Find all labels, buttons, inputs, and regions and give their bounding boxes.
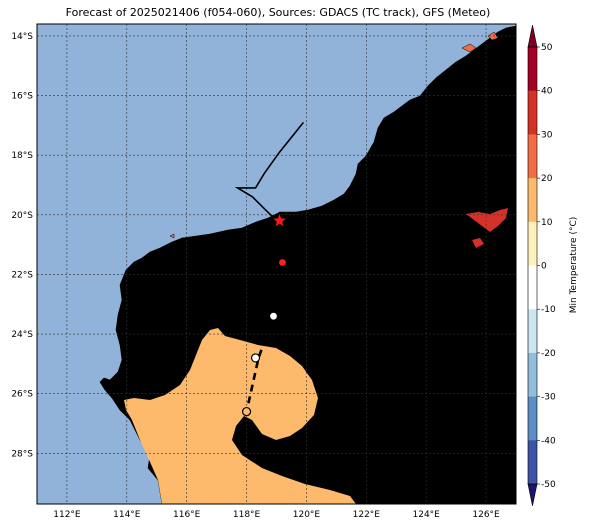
current-position-star-icon: [270, 211, 289, 229]
map-title: Forecast of 2025021406 (f054-060), Sourc…: [65, 6, 491, 19]
colorbar-tick-label: 40: [541, 87, 553, 97]
colorbar-tick-label: 10: [541, 218, 553, 228]
colorbar-tick-label: 0: [541, 262, 547, 272]
colorbar-tick-label: 30: [541, 130, 553, 140]
coastline-islands: [169, 31, 499, 239]
lat-tick-label: 28°S: [11, 449, 33, 459]
lat-tick-label: 18°S: [11, 151, 33, 161]
colorbar-segment: [528, 134, 537, 179]
lon-tick-label: 122°E: [353, 510, 381, 520]
colorbar-segment: [528, 396, 537, 441]
colorbar-segment: [528, 221, 537, 266]
lat-tick-label: 16°S: [11, 92, 33, 102]
lon-tick-label: 126°E: [472, 510, 500, 520]
temperature-10-20-region: [124, 328, 356, 504]
lon-tick-label: 118°E: [233, 510, 261, 520]
temperature-30-40-region: [466, 208, 508, 232]
colorbar-segment: [528, 309, 537, 354]
temperature-30-40-patch: [472, 238, 484, 248]
colorbar-tick-label: -50: [541, 480, 556, 490]
colorbar-max-extension: [527, 24, 538, 48]
forecast-point-marker: [268, 311, 279, 321]
lat-tick-label: 22°S: [11, 270, 33, 280]
lon-tick-label: 116°E: [173, 510, 201, 520]
lat-tick-label: 14°S: [11, 32, 33, 42]
lon-tick-label: 120°E: [293, 510, 321, 520]
colorbar-tick-label: -40: [541, 436, 556, 446]
colorbar-tick-label: 20: [541, 174, 553, 184]
forecast-point-marker: [277, 257, 288, 268]
colorbar-segment: [528, 440, 537, 485]
colorbar-segment: [528, 90, 537, 135]
colorbar-segment: [528, 47, 537, 92]
past-track-line: [234, 121, 305, 222]
colorbar-segment: [528, 178, 537, 223]
forecast-point-marker: [241, 406, 252, 417]
colorbar-tick-label: -20: [541, 349, 556, 359]
graticule: [37, 24, 516, 504]
colorbar-segment: [528, 352, 537, 398]
map-frame: [36, 23, 517, 505]
colorbar-segment: [528, 265, 537, 310]
colorbar-tick-label: -30: [541, 393, 556, 403]
colorbar-label: Min Temperature (°C): [569, 217, 579, 314]
colorbar-tick-label: 50: [541, 43, 553, 53]
lon-tick-label: 124°E: [413, 510, 441, 520]
lat-tick-label: 26°S: [11, 390, 33, 400]
lon-tick-label: 112°E: [53, 510, 81, 520]
forecast-point-marker: [250, 353, 261, 363]
lat-tick-label: 24°S: [11, 330, 33, 340]
lat-tick-label: 20°S: [11, 211, 33, 221]
colorbar-min-extension: [527, 483, 538, 507]
colorbar-tick-label: -10: [541, 305, 556, 315]
lon-tick-label: 114°E: [113, 510, 141, 520]
